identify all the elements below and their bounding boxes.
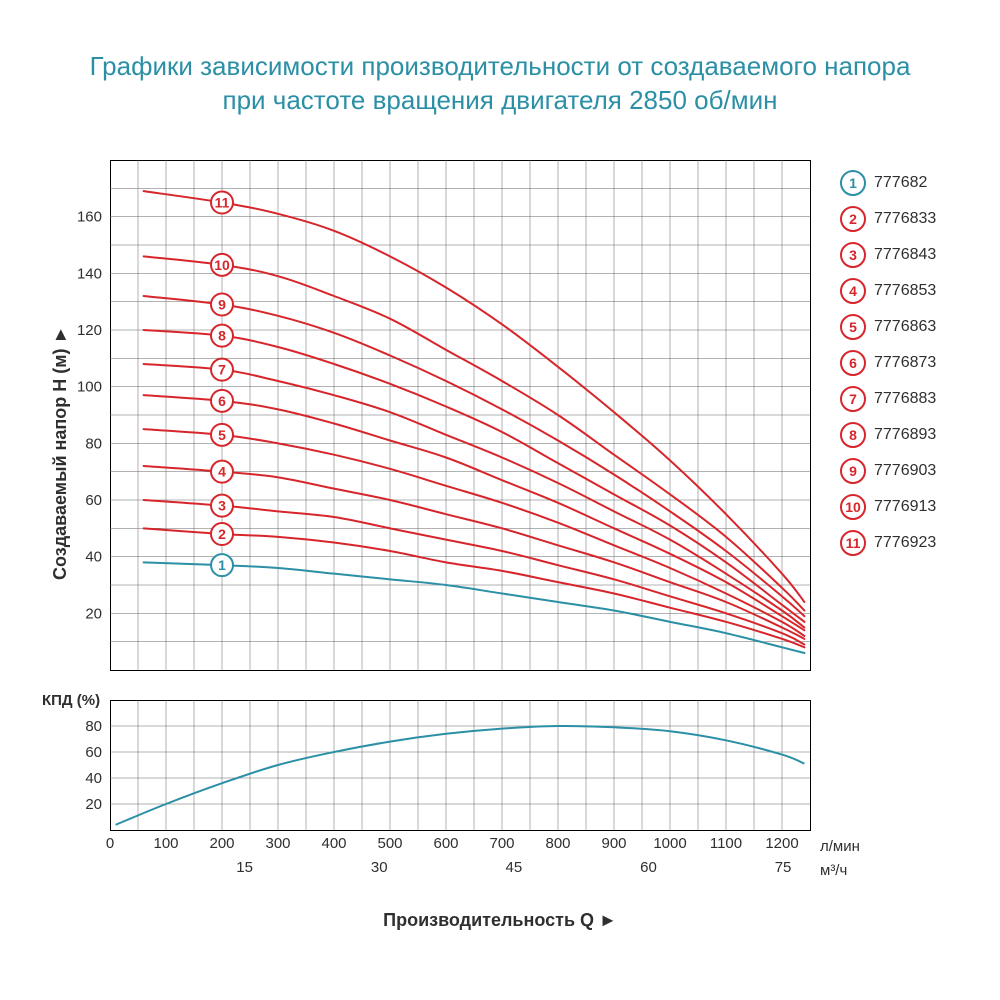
svg-text:15: 15 <box>236 859 253 876</box>
svg-text:75: 75 <box>775 859 792 876</box>
legend-badge: 7 <box>840 386 866 412</box>
legend-item: 6 7776873 <box>840 350 936 376</box>
legend-item: 5 7776863 <box>840 314 936 340</box>
svg-text:140: 140 <box>77 265 102 282</box>
svg-text:3: 3 <box>218 498 226 514</box>
legend-label: 7776853 <box>874 282 936 300</box>
legend-item: 2 7776833 <box>840 206 936 232</box>
legend-item: 7 7776883 <box>840 386 936 412</box>
svg-text:400: 400 <box>321 835 346 852</box>
svg-text:80: 80 <box>85 435 102 452</box>
kpd-chart: 20406080 <box>110 700 812 832</box>
legend-item: 9 7776903 <box>840 458 936 484</box>
legend-item: 11 7776923 <box>840 530 936 556</box>
legend-badge: 8 <box>840 422 866 448</box>
svg-text:0: 0 <box>106 835 114 852</box>
svg-text:160: 160 <box>77 209 102 226</box>
legend-badge: 9 <box>840 458 866 484</box>
svg-text:600: 600 <box>433 835 458 852</box>
kpd-label: КПД (%) <box>42 692 100 709</box>
legend-badge: 5 <box>840 314 866 340</box>
svg-text:100: 100 <box>77 379 102 396</box>
title-line-2: при частоте вращения двигателя 2850 об/м… <box>0 84 1000 118</box>
svg-text:20: 20 <box>85 796 102 813</box>
svg-text:45: 45 <box>506 859 523 876</box>
svg-text:800: 800 <box>545 835 570 852</box>
svg-text:200: 200 <box>209 835 234 852</box>
x-axis: 1002003004005006007008009001000110012000… <box>110 830 850 890</box>
legend-label: 7776873 <box>874 354 936 372</box>
svg-text:5: 5 <box>218 427 226 443</box>
legend-label: 777682 <box>874 174 927 192</box>
svg-text:10: 10 <box>214 257 230 273</box>
legend-badge: 10 <box>840 494 866 520</box>
svg-text:1200: 1200 <box>765 835 798 852</box>
legend-badge: 2 <box>840 206 866 232</box>
legend-item: 4 7776853 <box>840 278 936 304</box>
legend: 1 777682 2 7776833 3 7776843 4 7776853 5 7776863 6… <box>840 170 936 566</box>
legend-badge: 3 <box>840 242 866 268</box>
svg-text:2: 2 <box>218 526 226 542</box>
legend-badge: 6 <box>840 350 866 376</box>
legend-badge: 1 <box>840 170 866 196</box>
legend-badge: 4 <box>840 278 866 304</box>
svg-text:8: 8 <box>218 328 226 344</box>
svg-text:40: 40 <box>85 549 102 566</box>
legend-label: 7776893 <box>874 426 936 444</box>
title-line-1: Графики зависимости производительности о… <box>0 50 1000 84</box>
legend-label: 7776843 <box>874 246 936 264</box>
svg-text:300: 300 <box>265 835 290 852</box>
svg-text:120: 120 <box>77 322 102 339</box>
svg-text:500: 500 <box>377 835 402 852</box>
legend-item: 8 7776893 <box>840 422 936 448</box>
svg-text:40: 40 <box>85 770 102 787</box>
svg-text:60: 60 <box>85 744 102 761</box>
svg-text:6: 6 <box>218 393 226 409</box>
svg-text:60: 60 <box>640 859 657 876</box>
legend-item: 3 7776843 <box>840 242 936 268</box>
legend-item: 10 7776913 <box>840 494 936 520</box>
legend-item: 1 777682 <box>840 170 936 196</box>
y-axis-label: Создаваемый напор Н (м) ► <box>50 326 71 580</box>
svg-text:700: 700 <box>489 835 514 852</box>
svg-text:7: 7 <box>218 362 226 378</box>
svg-text:60: 60 <box>85 492 102 509</box>
svg-text:20: 20 <box>85 605 102 622</box>
svg-text:1: 1 <box>218 557 226 573</box>
legend-label: 7776923 <box>874 534 936 552</box>
legend-label: 7776833 <box>874 210 936 228</box>
x-axis-label: Производительность Q ► <box>0 910 1000 931</box>
chart-title: Графики зависимости производительности о… <box>0 50 1000 118</box>
legend-label: 7776913 <box>874 498 936 516</box>
svg-text:900: 900 <box>601 835 626 852</box>
svg-text:4: 4 <box>218 464 226 480</box>
svg-text:9: 9 <box>218 297 226 313</box>
legend-label: 7776863 <box>874 318 936 336</box>
svg-text:80: 80 <box>85 718 102 735</box>
main-chart: 204060801001201401601234567891011 <box>110 160 812 672</box>
svg-text:1000: 1000 <box>653 835 686 852</box>
svg-text:100: 100 <box>153 835 178 852</box>
legend-badge: 11 <box>840 530 866 556</box>
svg-text:1100: 1100 <box>710 835 742 852</box>
svg-text:11: 11 <box>215 195 230 211</box>
legend-label: 7776903 <box>874 462 936 480</box>
legend-label: 7776883 <box>874 390 936 408</box>
svg-text:30: 30 <box>371 859 388 876</box>
